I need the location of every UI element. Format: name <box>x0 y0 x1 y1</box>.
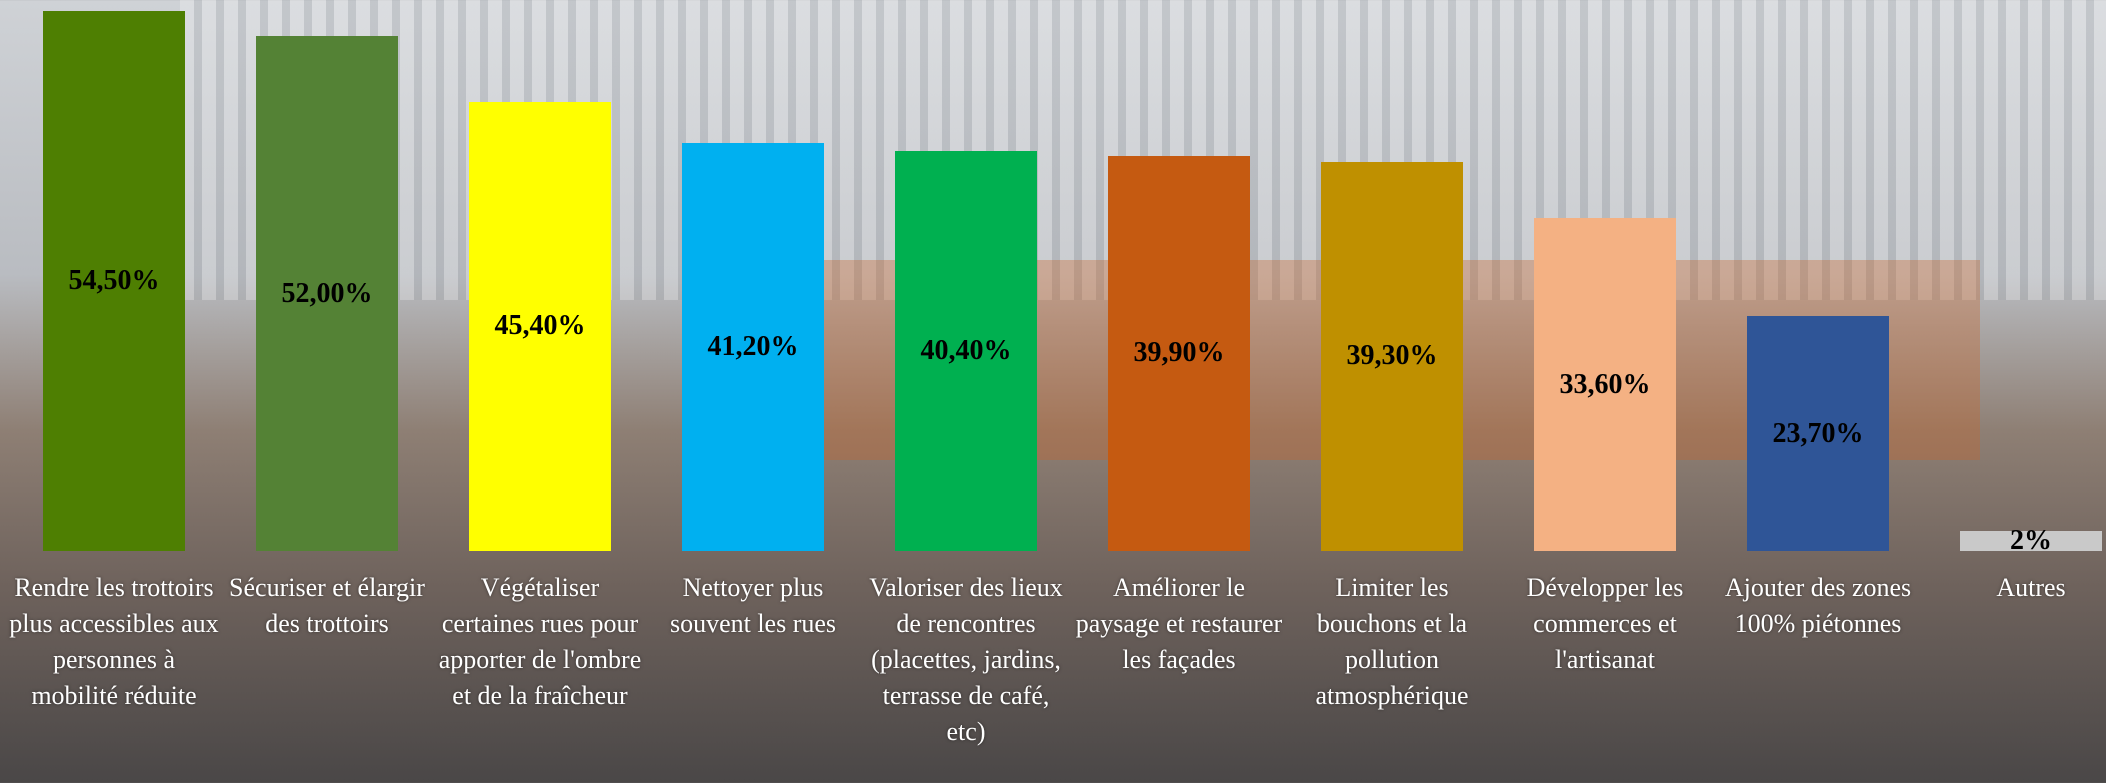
bar <box>1321 161 1463 551</box>
value-label: 39,30% <box>1346 340 1438 372</box>
bar <box>1534 218 1676 551</box>
category-label: Valoriser des lieux de rencontres (place… <box>869 573 1063 746</box>
category-label: Végétaliser certaines rues pour apporter… <box>438 573 642 710</box>
category-label: Sécuriser et élargir des trottoirs <box>229 573 425 638</box>
value-label: 45,40% <box>494 310 586 342</box>
bar <box>1108 155 1250 551</box>
category-label: Limiter les bouchons et la pollution atm… <box>1315 573 1469 710</box>
value-label: 39,90% <box>1133 337 1225 369</box>
category-label: Nettoyer plus souvent les rues <box>669 573 837 638</box>
category-label: Développer les commerces et l'artisanat <box>1526 573 1684 674</box>
value-label: 23,70% <box>1772 417 1864 449</box>
value-label: 40,40% <box>920 335 1012 367</box>
bar <box>682 143 824 551</box>
bar <box>256 36 398 551</box>
category-label: Autres <box>1996 573 2066 602</box>
value-label: 54,50% <box>68 265 160 297</box>
value-label: 33,60% <box>1559 368 1651 400</box>
value-label: 2% <box>2010 525 2052 557</box>
bar <box>1747 316 1889 551</box>
category-label: Ajouter des zones 100% piétonnes <box>1724 573 1912 638</box>
bar <box>43 11 185 551</box>
category-label: Améliorer le paysage et restaurer les fa… <box>1075 573 1283 674</box>
bar <box>895 151 1037 551</box>
bar <box>469 101 611 551</box>
category-label: Rendre les trottoirs plus accessibles au… <box>9 573 219 710</box>
bar <box>1960 531 2102 551</box>
value-label: 52,00% <box>281 277 373 309</box>
value-label: 41,20% <box>707 331 799 363</box>
